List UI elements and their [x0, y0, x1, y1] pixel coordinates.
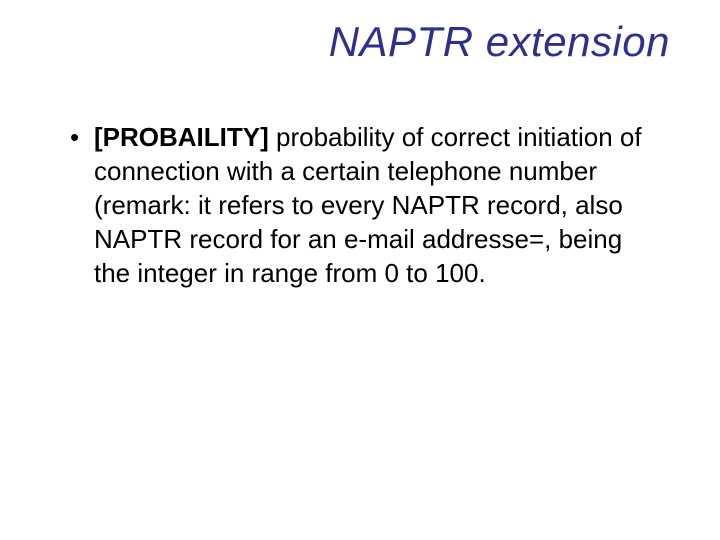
- bullet-text: [PROBAILITY] probability of correct init…: [94, 120, 660, 290]
- bullet-item: • [PROBAILITY] probability of correct in…: [70, 120, 660, 290]
- slide: NAPTR extension • [PROBAILITY] probabili…: [0, 0, 720, 540]
- slide-body: • [PROBAILITY] probability of correct in…: [70, 120, 660, 290]
- slide-title: NAPTR extension: [329, 18, 670, 66]
- bullet-bold-lead: [PROBAILITY]: [94, 122, 269, 152]
- bullet-marker: •: [70, 120, 94, 154]
